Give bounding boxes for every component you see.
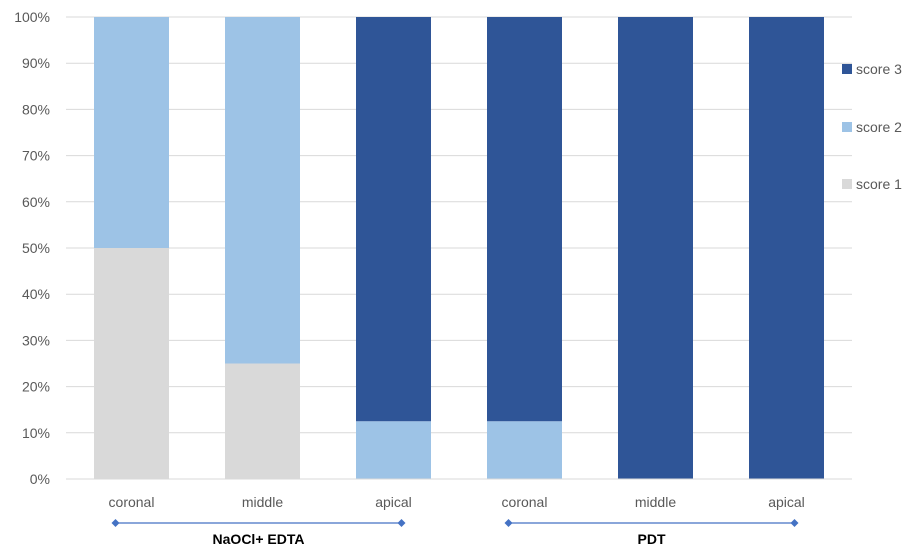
legend-label: score 1 xyxy=(856,176,902,192)
group-bracket-diamond xyxy=(504,519,513,527)
group-bracket-diamond xyxy=(397,519,406,527)
bar-segment-score-1 xyxy=(94,248,169,479)
category-label: middle xyxy=(635,494,676,510)
bar-segment-score-2 xyxy=(94,17,169,248)
bars xyxy=(94,17,824,479)
y-tick-label: 80% xyxy=(22,101,50,117)
group-brackets: NaOCl+ EDTA PDT xyxy=(111,519,799,547)
y-tick-label: 90% xyxy=(22,55,50,71)
y-tick-label: 70% xyxy=(22,148,50,164)
bar-segment-score-2 xyxy=(225,17,300,364)
group-bracket-diamond xyxy=(790,519,799,527)
y-tick-label: 50% xyxy=(22,240,50,256)
group-label: PDT xyxy=(638,531,666,547)
y-tick-label: 10% xyxy=(22,425,50,441)
y-tick-label: 100% xyxy=(14,9,50,25)
gridlines xyxy=(66,16,852,434)
group-label: NaOCl+ EDTA xyxy=(213,531,305,547)
legend-swatch xyxy=(842,64,852,74)
y-tick-label: 20% xyxy=(22,379,50,395)
y-axis-ticks: 0% 10% 20% 30% 40% 50% 60% 70% 80% 90% 100% xyxy=(14,9,50,487)
y-tick-label: 40% xyxy=(22,286,50,302)
y-tick-label: 0% xyxy=(30,471,50,487)
bar-segment-score-2 xyxy=(356,421,431,479)
bar-segment-score-1 xyxy=(225,363,300,479)
category-labels: coronal middle apical coronal middle apical xyxy=(109,494,805,510)
y-tick-label: 60% xyxy=(22,194,50,210)
y-tick-label: 30% xyxy=(22,332,50,348)
bar-segment-score-2 xyxy=(487,421,562,479)
category-label: apical xyxy=(375,494,412,510)
group-bracket-diamond xyxy=(111,519,120,527)
legend-label: score 3 xyxy=(856,61,902,77)
legend-label: score 2 xyxy=(856,119,902,135)
bar-segment-score-3 xyxy=(749,17,824,479)
category-label: apical xyxy=(768,494,805,510)
category-label: coronal xyxy=(109,494,155,510)
bar-segment-score-3 xyxy=(487,17,562,422)
bar-segment-score-3 xyxy=(618,17,693,479)
legend-swatch xyxy=(842,179,852,189)
legend: score 3 score 2 score 1 xyxy=(842,61,902,192)
bar-segment-score-3 xyxy=(356,17,431,422)
category-label: middle xyxy=(242,494,283,510)
legend-swatch xyxy=(842,122,852,132)
category-label: coronal xyxy=(502,494,548,510)
